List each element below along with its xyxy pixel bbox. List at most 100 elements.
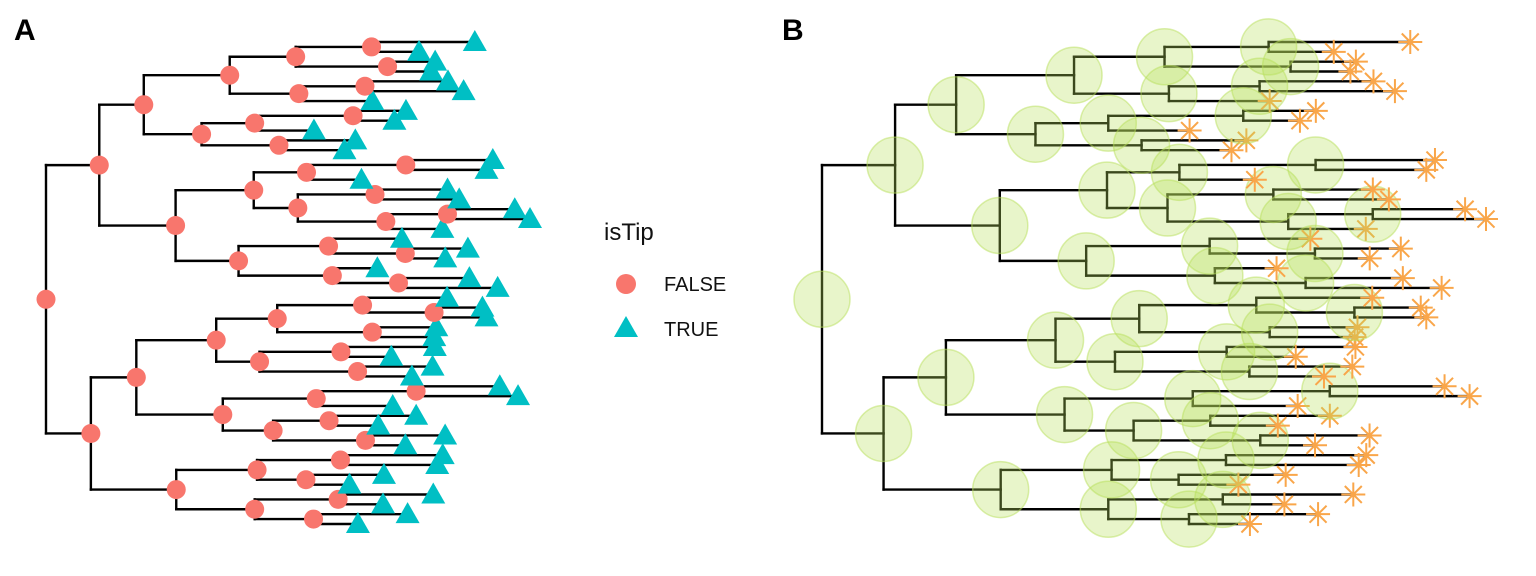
internal-node-circle [1110, 289, 1168, 348]
internal-node-circle [1261, 37, 1320, 96]
internal-node-marker [322, 266, 342, 286]
tip-star-marker [1414, 157, 1439, 182]
tip-star-marker [1338, 59, 1363, 84]
tip-marker [365, 256, 390, 278]
internal-node-circle [793, 270, 851, 329]
tip-star-marker [1422, 148, 1447, 173]
internal-node-marker [304, 509, 324, 529]
tip-star-marker [1432, 374, 1457, 399]
tip-marker [462, 30, 487, 51]
tip-marker [435, 177, 460, 199]
internal-node-marker [376, 212, 396, 232]
tip-star-marker [1390, 266, 1415, 291]
internal-node-circle [1150, 143, 1209, 202]
internal-node-circle [1240, 303, 1299, 361]
internal-node-circle [1164, 369, 1222, 428]
panel-b-label: B [782, 14, 804, 47]
internal-node-circle [1045, 46, 1103, 104]
tip-star-marker [1388, 236, 1413, 261]
tip-star-marker [1354, 443, 1379, 468]
internal-node-marker [245, 113, 265, 133]
tip-star-marker [1265, 413, 1290, 438]
tip-star-marker [1361, 69, 1386, 94]
internal-node-marker [192, 124, 212, 144]
internal-node-marker [289, 84, 309, 104]
legend: isTip FALSE TRUE [604, 219, 726, 341]
tip-star-marker [1353, 216, 1378, 241]
tip-marker [393, 433, 418, 455]
internal-node-circle [1104, 401, 1163, 460]
tip-star-marker [1321, 39, 1346, 64]
internal-node-marker [306, 389, 326, 409]
tip-marker [393, 98, 418, 120]
tip-marker [301, 118, 326, 140]
tip-star-marker [1303, 98, 1328, 123]
legend-title: isTip [604, 219, 654, 246]
tip-marker [407, 39, 432, 61]
tip-star-marker [1346, 452, 1371, 477]
tip-marker [349, 167, 374, 189]
internal-node-marker [424, 303, 444, 323]
tip-star-marker [1357, 246, 1382, 271]
tip-star-marker [1453, 197, 1478, 222]
internal-node-circle [1325, 283, 1384, 342]
tip-star-marker [1257, 89, 1282, 114]
tip-marker [424, 315, 449, 337]
internal-node-marker [166, 480, 186, 500]
internal-node-marker [330, 450, 350, 470]
tip-marker [395, 502, 420, 524]
tip-star-marker [1345, 315, 1370, 340]
tip-marker [455, 236, 480, 258]
internal-node-marker [319, 411, 339, 431]
tip-marker [343, 128, 368, 150]
internal-node-marker [244, 180, 264, 200]
tip-star-marker [1360, 177, 1385, 202]
tip-star-marker [1342, 325, 1367, 350]
internal-node-circle [971, 460, 1030, 519]
tip-marker [423, 49, 448, 71]
tip-star-marker [1343, 49, 1368, 74]
internal-node-circle [1079, 94, 1138, 152]
tip-star-marker [1303, 433, 1328, 458]
internal-node-marker [348, 362, 368, 382]
internal-node-circle [927, 75, 985, 134]
tip-star-marker [1360, 285, 1385, 310]
tip-star-marker [1272, 492, 1297, 517]
internal-node-marker [288, 198, 308, 218]
tip-star-marker [1237, 512, 1262, 536]
tip-marker [380, 393, 405, 415]
tip-star-marker [1287, 108, 1312, 133]
tip-star-marker [1242, 167, 1267, 192]
internal-node-marker [297, 162, 317, 182]
internal-node-marker [319, 236, 339, 256]
internal-node-circle [1286, 136, 1345, 194]
internal-node-marker [269, 135, 289, 155]
tip-star-marker [1398, 30, 1423, 54]
internal-node-marker [213, 405, 233, 425]
internal-node-circle [1026, 311, 1085, 369]
internal-node-marker [395, 243, 415, 263]
internal-node-marker [134, 95, 154, 115]
tip-star-marker [1264, 256, 1289, 281]
internal-node-marker [250, 352, 270, 372]
internal-node-marker [331, 342, 351, 362]
internal-node-circle [1259, 192, 1317, 251]
panel-a-label: A [14, 14, 36, 47]
tip-marker [371, 462, 396, 484]
tip-star-marker [1429, 275, 1454, 300]
tip-marker [389, 226, 414, 248]
tip-star-marker [1408, 295, 1433, 320]
tip-marker [371, 492, 396, 514]
internal-node-marker [437, 204, 457, 224]
tip-marker [345, 512, 370, 533]
internal-node-marker [406, 381, 426, 401]
tip-marker [337, 472, 362, 494]
internal-node-circle [1214, 87, 1273, 145]
tip-star-marker [1311, 364, 1336, 389]
internal-node-circle [1160, 490, 1218, 548]
tip-marker [433, 423, 458, 445]
tip-star-marker [1414, 305, 1439, 330]
internal-node-marker [36, 289, 56, 309]
legend-triangle-icon [614, 316, 638, 337]
internal-node-marker [267, 309, 287, 329]
